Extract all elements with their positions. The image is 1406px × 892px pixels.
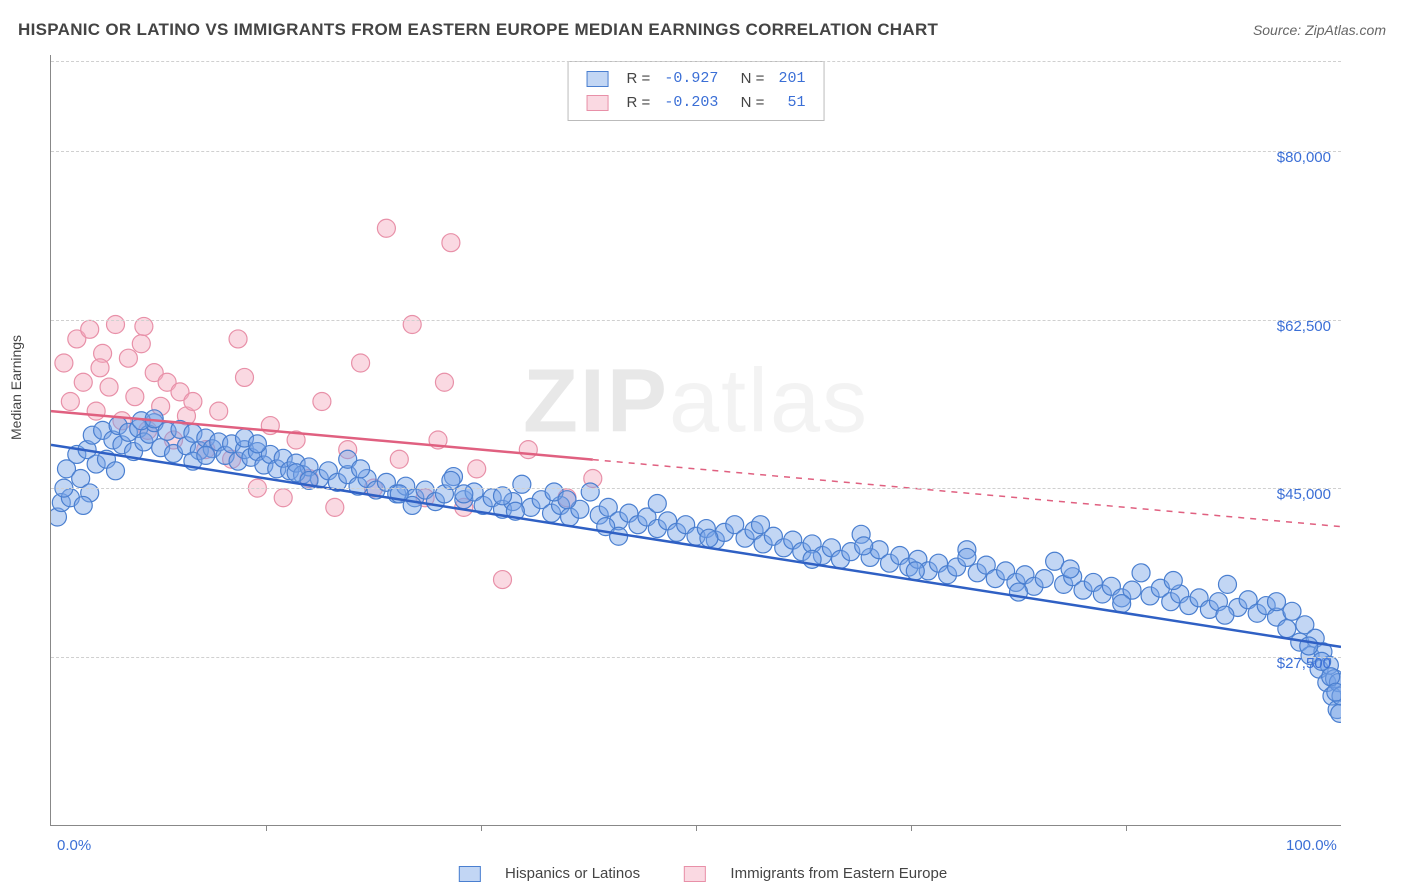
swatch-blue — [587, 71, 609, 87]
legend-label-pink: Immigrants from Eastern Europe — [730, 865, 947, 882]
legend-row-blue: R = -0.927 N = 201 — [581, 68, 812, 90]
r-value-pink: -0.203 — [658, 92, 724, 114]
n-label: N = — [726, 92, 770, 114]
swatch-blue — [459, 866, 481, 882]
chart-title: HISPANIC OR LATINO VS IMMIGRANTS FROM EA… — [18, 20, 938, 40]
legend-label-blue: Hispanics or Latinos — [505, 865, 640, 882]
legend-row-pink: R = -0.203 N = 51 — [581, 92, 812, 114]
source-label: Source: ZipAtlas.com — [1253, 22, 1386, 38]
series-legend: Hispanics or Latinos Immigrants from Eas… — [439, 865, 967, 882]
legend-item-blue: Hispanics or Latinos — [449, 865, 654, 882]
legend-item-pink: Immigrants from Eastern Europe — [674, 865, 957, 882]
correlation-legend: R = -0.927 N = 201 R = -0.203 N = 51 — [568, 61, 825, 121]
watermark-part1: ZIP — [523, 351, 669, 451]
scatter-svg — [51, 55, 1341, 825]
n-value-blue: 201 — [772, 68, 811, 90]
y-tick-label: $62,500 — [1277, 318, 1331, 335]
y-tick-label: $45,000 — [1277, 486, 1331, 503]
watermark: ZIPatlas — [523, 350, 869, 453]
n-label: N = — [726, 68, 770, 90]
watermark-part2: atlas — [669, 351, 869, 451]
swatch-pink — [587, 95, 609, 111]
n-value-pink: 51 — [772, 92, 811, 114]
x-tick-label: 100.0% — [1286, 837, 1337, 854]
y-axis-label: Median Earnings — [8, 335, 24, 440]
swatch-pink — [684, 866, 706, 882]
y-tick-label: $27,500 — [1277, 655, 1331, 672]
r-label: R = — [621, 68, 657, 90]
x-tick-label: 0.0% — [57, 837, 91, 854]
y-tick-label: $80,000 — [1277, 149, 1331, 166]
plot-area: ZIPatlas R = -0.927 N = 201 R = -0.203 N… — [50, 55, 1341, 826]
r-value-blue: -0.927 — [658, 68, 724, 90]
r-label: R = — [621, 92, 657, 114]
